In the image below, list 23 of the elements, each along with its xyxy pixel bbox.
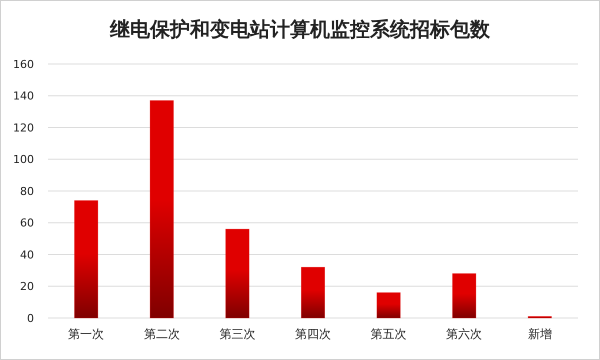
x-tick-label: 第一次 xyxy=(68,327,104,341)
y-tick-label: 0 xyxy=(27,312,34,325)
x-tick-label: 第五次 xyxy=(370,327,407,341)
x-tick-label: 新增 xyxy=(528,327,552,341)
bar xyxy=(225,228,250,318)
x-tick-label: 第六次 xyxy=(446,327,482,341)
y-tick-label: 160 xyxy=(13,58,34,71)
y-tick-label: 140 xyxy=(13,90,34,103)
bar xyxy=(74,200,98,318)
y-tick-label: 80 xyxy=(20,184,34,198)
x-tick-label: 第三次 xyxy=(219,327,256,341)
bar xyxy=(452,273,476,318)
chart-title: 继电保护和变电站计算机监控系统招标包数 xyxy=(109,17,491,41)
y-tick-label: 100 xyxy=(13,153,34,166)
x-tick-label: 第四次 xyxy=(295,327,331,341)
bar xyxy=(300,266,326,318)
bar xyxy=(150,100,174,318)
y-tick-label: 20 xyxy=(20,280,34,294)
y-tick-label: 120 xyxy=(13,121,34,134)
bar xyxy=(376,292,401,318)
x-tick-label: 第二次 xyxy=(144,327,180,341)
y-tick-label: 60 xyxy=(20,216,34,230)
y-tick-label: 40 xyxy=(20,248,34,262)
